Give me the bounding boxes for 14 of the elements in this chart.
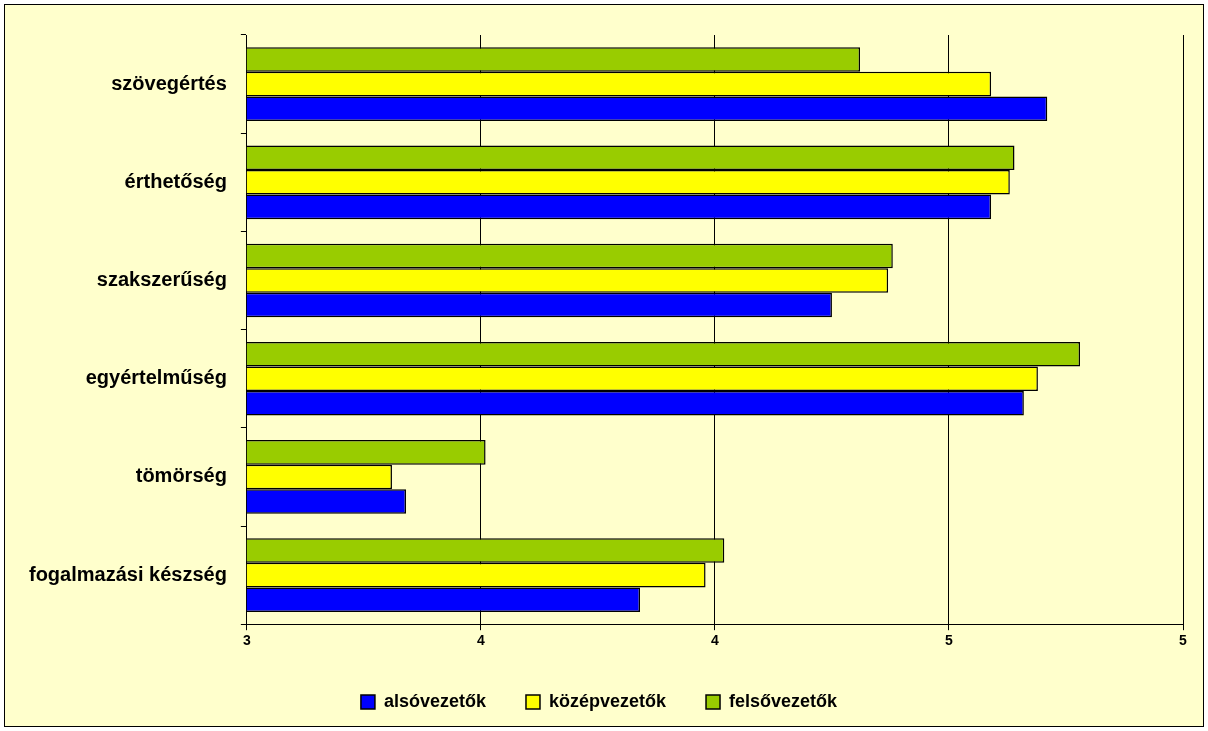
legend-label: középvezetők	[548, 690, 668, 711]
y-tick-label: egyértelműség	[85, 366, 227, 389]
legend-label: felsővezetők	[729, 690, 839, 711]
y-tick-label: tömörség	[135, 464, 227, 487]
x-tick-label: 4	[711, 632, 720, 649]
x-tick-label: 4	[477, 632, 485, 649]
x-tick-label: 5	[945, 632, 954, 649]
x-tick-label: 3	[242, 632, 251, 649]
legend-label: alsóvezetők	[383, 690, 487, 711]
y-tick-label: fogalmazási készség	[29, 562, 227, 585]
x-tick-label: 5	[1179, 632, 1188, 649]
y-tick-label: szakszerűség	[96, 268, 227, 291]
y-tick-label: érthetőség	[124, 169, 227, 192]
y-tick-label: szövegértés	[111, 71, 227, 94]
